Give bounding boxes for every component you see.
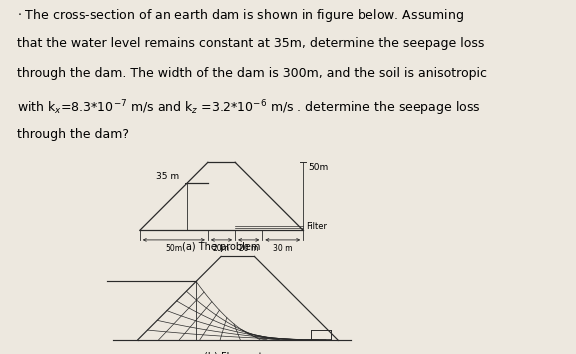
Text: 20 m: 20 m — [239, 244, 259, 253]
Text: with k$_x$=8.3*10$^{-7}$ m/s and k$_z$ =3.2*10$^{-6}$ m/s . determine the seepag: with k$_x$=8.3*10$^{-7}$ m/s and k$_z$ =… — [17, 98, 481, 118]
Text: 30 m: 30 m — [273, 244, 293, 253]
Text: 20m: 20m — [213, 244, 230, 253]
Text: 50m: 50m — [165, 244, 183, 253]
Text: (b) Flow net: (b) Flow net — [204, 352, 263, 354]
Text: through the dam?: through the dam? — [17, 129, 129, 141]
Text: 35 m: 35 m — [156, 172, 179, 181]
Text: Filter: Filter — [306, 222, 327, 232]
Text: (a) The problem: (a) The problem — [183, 242, 261, 252]
Text: 50m: 50m — [309, 163, 329, 172]
Text: through the dam. The width of the dam is 300m, and the soil is anisotropic: through the dam. The width of the dam is… — [17, 68, 487, 80]
Text: $\cdot$ The cross-section of an earth dam is shown in figure below. Assuming: $\cdot$ The cross-section of an earth da… — [17, 7, 464, 24]
Text: that the water level remains constant at 35m, determine the seepage loss: that the water level remains constant at… — [17, 37, 484, 50]
